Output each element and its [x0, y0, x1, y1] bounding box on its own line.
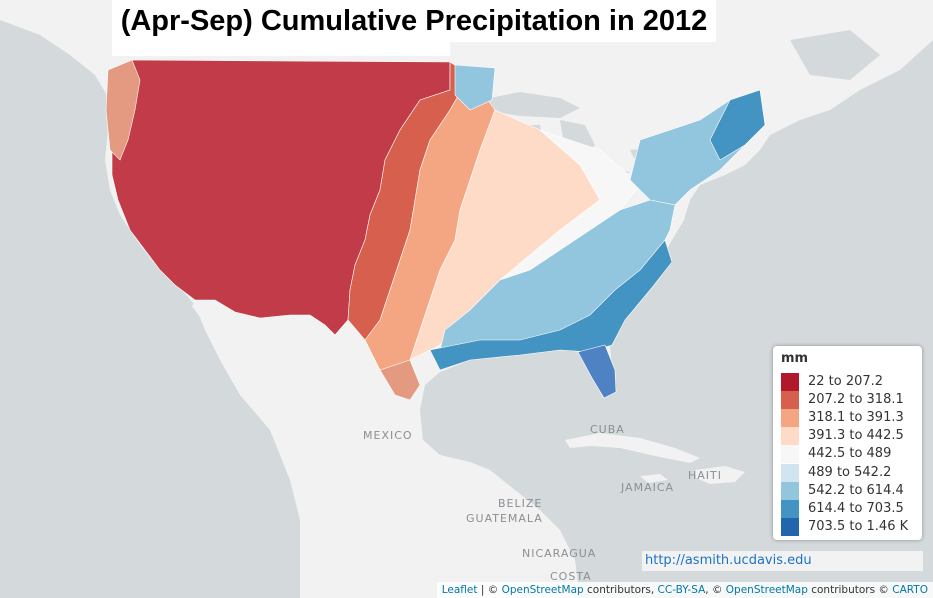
- legend-swatch: [781, 499, 799, 518]
- osm-link-1[interactable]: OpenStreetMap: [501, 584, 584, 596]
- attribution-sep2: , ©: [705, 584, 726, 596]
- label-belize: BELIZE: [498, 497, 543, 510]
- attribution-contrib2: contributors ©: [807, 584, 893, 596]
- leaflet-link[interactable]: Leaflet: [441, 584, 478, 596]
- gulf-coast-region: [429, 239, 673, 371]
- label-nicaragua: NICARAGUA: [522, 547, 597, 560]
- label-guatemala: GUATEMALA: [466, 512, 543, 525]
- legend-label: 542.2 to 614.4: [808, 482, 904, 498]
- label-mexico: MEXICO: [363, 429, 413, 442]
- legend-swatch: [781, 427, 799, 446]
- legend-label: 703.5 to 1.46 K: [808, 518, 909, 534]
- legend-label: 207.2 to 318.1: [808, 392, 904, 408]
- attribution-contrib1: contributors,: [583, 584, 658, 596]
- label-costa: COSTA: [550, 570, 592, 583]
- legend-item: 391.3 to 442.5: [781, 427, 921, 446]
- legend-swatch: [781, 409, 799, 428]
- legend-swatch: [781, 517, 799, 536]
- legend-item: 542.2 to 614.4: [781, 481, 921, 500]
- legend-label: 614.4 to 703.5: [808, 500, 904, 516]
- legend-label: 391.3 to 442.5: [808, 428, 904, 444]
- carto-link[interactable]: CARTO: [892, 584, 928, 596]
- label-jamaica: JAMAICA: [621, 481, 675, 494]
- legend-item: 207.2 to 318.1: [781, 391, 921, 410]
- map-legend: mm 22 to 207.2 207.2 to 318.1 318.1 to 391…: [773, 346, 922, 540]
- legend-label: 442.5 to 489: [808, 446, 892, 462]
- baja-california: [192, 300, 268, 408]
- title-strip: [112, 42, 450, 56]
- us-county-choropleth: [105, 59, 766, 401]
- label-haiti: HAITI: [688, 469, 723, 482]
- legend-swatch: [781, 445, 799, 464]
- legend-item: 318.1 to 391.3: [781, 409, 921, 428]
- legend-item: 489 to 542.2: [781, 463, 921, 482]
- legend-item: 22 to 207.2: [781, 373, 921, 391]
- map-title: (Apr-Sep) Cumulative Precipitation in 20…: [112, 0, 716, 42]
- cc-by-sa-link[interactable]: CC-BY-SA: [657, 584, 706, 596]
- upper-midwest-region: [454, 64, 496, 111]
- south-texas-region: [379, 359, 421, 401]
- map-attribution: Leaflet | © OpenStreetMap contributors, …: [436, 582, 933, 598]
- legend-label: 22 to 207.2: [808, 374, 884, 389]
- lake-superior: [480, 92, 580, 118]
- legend-swatch: [781, 463, 799, 482]
- osm-link-2[interactable]: OpenStreetMap: [725, 584, 808, 596]
- jamaica-island: [640, 474, 668, 483]
- pacific-northwest-region: [105, 59, 141, 161]
- hispaniola-island: [695, 466, 745, 484]
- legend-swatch: [781, 391, 799, 410]
- legend-item: 703.5 to 1.46 K: [781, 517, 921, 536]
- label-cuba: CUBA: [590, 423, 625, 436]
- attribution-sep1: | ©: [477, 584, 502, 596]
- gulf-of-st-lawrence: [790, 30, 880, 80]
- legend-swatch: [781, 373, 799, 391]
- florida-region: [577, 344, 617, 399]
- legend-item: 614.4 to 703.5: [781, 499, 921, 518]
- legend-label: 489 to 542.2: [808, 464, 892, 480]
- legend-swatch: [781, 481, 799, 500]
- cuba-island: [565, 433, 700, 463]
- source-url: http://asmith.ucdavis.edu: [642, 551, 923, 571]
- legend-label: 318.1 to 391.3: [808, 410, 904, 426]
- new-england-region: [709, 89, 766, 161]
- legend-title: mm: [781, 351, 809, 366]
- legend-item: 442.5 to 489: [781, 445, 921, 464]
